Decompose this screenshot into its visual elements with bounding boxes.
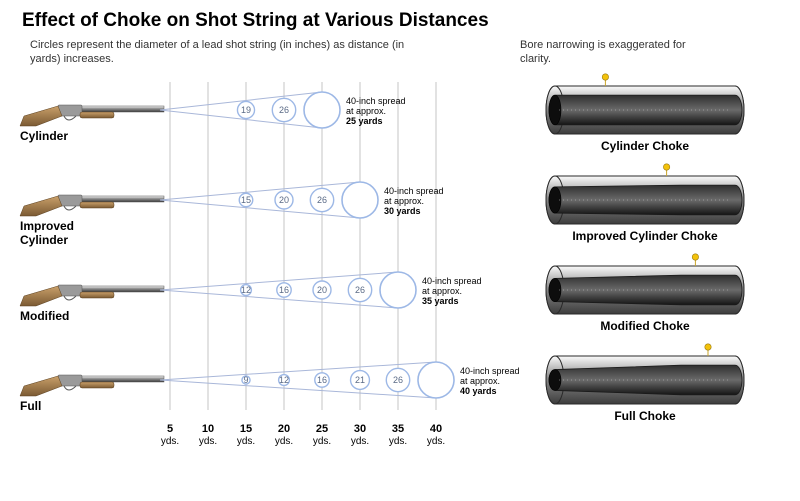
page-title: Effect of Choke on Shot String at Variou… <box>0 0 800 38</box>
svg-text:16: 16 <box>317 375 327 385</box>
svg-text:Modified Choke: Modified Choke <box>600 319 690 333</box>
svg-text:yds.: yds. <box>427 436 445 447</box>
svg-text:26: 26 <box>279 105 289 115</box>
shotgun-icon <box>20 195 164 216</box>
svg-text:Full Choke: Full Choke <box>614 409 676 423</box>
svg-text:12: 12 <box>279 375 289 385</box>
svg-text:Full: Full <box>20 399 41 413</box>
choke-diagram: Cylinder Choke <box>546 74 744 153</box>
svg-text:16: 16 <box>279 285 289 295</box>
choke-diagram: Full Choke <box>546 344 744 423</box>
svg-text:26: 26 <box>317 195 327 205</box>
svg-text:yds.: yds. <box>199 436 217 447</box>
svg-text:yds.: yds. <box>237 436 255 447</box>
svg-text:Improved Cylinder Choke: Improved Cylinder Choke <box>572 229 718 243</box>
svg-text:yds.: yds. <box>161 436 179 447</box>
svg-text:26: 26 <box>355 285 365 295</box>
svg-text:35 yards: 35 yards <box>422 296 459 306</box>
svg-text:20: 20 <box>278 423 290 435</box>
svg-text:15: 15 <box>241 195 251 205</box>
subtitle-right: Bore narrowing is exaggerated for clarit… <box>520 38 700 67</box>
svg-text:35: 35 <box>392 423 404 435</box>
svg-text:40-inch spread: 40-inch spread <box>422 276 482 286</box>
svg-text:at approx.: at approx. <box>384 196 424 206</box>
svg-text:at approx.: at approx. <box>460 376 500 386</box>
svg-text:Modified: Modified <box>20 309 69 323</box>
svg-text:21: 21 <box>355 375 365 385</box>
svg-text:20: 20 <box>279 195 289 205</box>
svg-text:at approx.: at approx. <box>346 106 386 116</box>
svg-text:30 yards: 30 yards <box>384 206 421 216</box>
svg-text:40-inch spread: 40-inch spread <box>460 366 520 376</box>
svg-text:20: 20 <box>317 285 327 295</box>
svg-text:yds.: yds. <box>275 436 293 447</box>
svg-text:40-inch spread: 40-inch spread <box>346 96 406 106</box>
svg-text:40-inch spread: 40-inch spread <box>384 186 444 196</box>
shotgun-icon <box>20 105 164 126</box>
svg-text:40 yards: 40 yards <box>460 386 497 396</box>
shotgun-icon <box>20 375 164 396</box>
shotgun-icon <box>20 285 164 306</box>
svg-text:Improved: Improved <box>20 219 74 233</box>
svg-text:yds.: yds. <box>313 436 331 447</box>
svg-text:15: 15 <box>240 423 252 435</box>
svg-text:19: 19 <box>241 105 251 115</box>
svg-text:Cylinder: Cylinder <box>20 129 68 143</box>
svg-text:yds.: yds. <box>351 436 369 447</box>
svg-text:40: 40 <box>430 423 442 435</box>
svg-text:at approx.: at approx. <box>422 286 462 296</box>
svg-text:Cylinder: Cylinder <box>20 233 68 247</box>
diagram-canvas: 192632Cylinder40-inch spreadat approx.25… <box>0 70 800 490</box>
svg-text:5: 5 <box>167 423 173 435</box>
svg-text:10: 10 <box>202 423 214 435</box>
choke-diagram: Improved Cylinder Choke <box>546 164 744 243</box>
subtitle-row: Circles represent the diameter of a lead… <box>0 38 800 71</box>
svg-text:12: 12 <box>241 285 251 295</box>
svg-text:26: 26 <box>393 375 403 385</box>
svg-text:yds.: yds. <box>389 436 407 447</box>
svg-text:25: 25 <box>316 423 328 435</box>
svg-text:Cylinder Choke: Cylinder Choke <box>601 139 689 153</box>
svg-text:30: 30 <box>354 423 366 435</box>
subtitle-left: Circles represent the diameter of a lead… <box>30 38 410 67</box>
svg-text:25 yards: 25 yards <box>346 116 383 126</box>
infographic-root: Effect of Choke on Shot String at Variou… <box>0 0 800 501</box>
svg-text:9: 9 <box>243 375 248 385</box>
choke-diagram: Modified Choke <box>546 254 744 333</box>
